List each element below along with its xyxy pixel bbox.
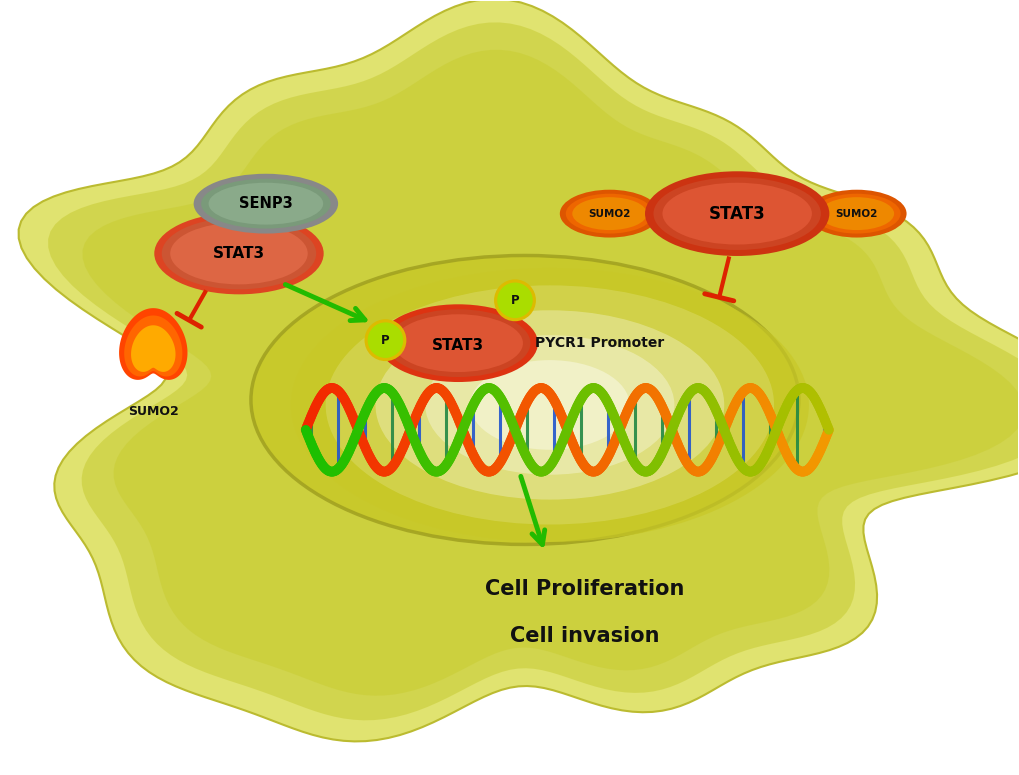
Text: STAT3: STAT3 [708, 205, 765, 222]
Ellipse shape [818, 197, 894, 230]
Ellipse shape [661, 183, 811, 245]
Ellipse shape [812, 194, 900, 233]
Text: SUMO2: SUMO2 [127, 405, 178, 418]
Ellipse shape [425, 336, 674, 474]
Polygon shape [83, 50, 1019, 696]
Ellipse shape [806, 190, 906, 238]
Polygon shape [48, 22, 1019, 720]
Ellipse shape [154, 212, 323, 294]
Ellipse shape [378, 305, 537, 382]
Ellipse shape [201, 179, 330, 229]
Text: STAT3: STAT3 [213, 246, 265, 261]
Ellipse shape [325, 285, 773, 525]
Ellipse shape [470, 360, 629, 449]
Ellipse shape [208, 183, 323, 225]
Ellipse shape [385, 309, 530, 377]
Ellipse shape [162, 218, 316, 289]
Text: SENP3: SENP3 [238, 196, 292, 211]
Ellipse shape [566, 194, 653, 233]
Text: Cell Proliferation: Cell Proliferation [485, 579, 684, 599]
Ellipse shape [572, 197, 646, 230]
Polygon shape [119, 308, 187, 380]
Text: PYCR1 Promoter: PYCR1 Promoter [534, 336, 663, 350]
Polygon shape [124, 315, 182, 377]
Ellipse shape [251, 256, 798, 544]
Polygon shape [18, 0, 1019, 742]
Ellipse shape [290, 268, 808, 542]
Ellipse shape [375, 310, 723, 500]
Polygon shape [130, 326, 175, 372]
Ellipse shape [364, 319, 406, 361]
Text: SUMO2: SUMO2 [835, 208, 877, 219]
Ellipse shape [194, 174, 337, 233]
Text: P: P [511, 294, 519, 307]
Text: SUMO2: SUMO2 [588, 208, 630, 219]
Ellipse shape [170, 222, 308, 284]
Ellipse shape [559, 190, 659, 238]
Ellipse shape [496, 283, 532, 318]
Text: STAT3: STAT3 [432, 338, 484, 353]
Text: Cell invasion: Cell invasion [510, 626, 659, 646]
Ellipse shape [367, 322, 403, 358]
Ellipse shape [644, 171, 828, 256]
Ellipse shape [393, 315, 523, 372]
Ellipse shape [493, 280, 535, 322]
Text: P: P [381, 334, 389, 346]
Ellipse shape [653, 177, 820, 250]
